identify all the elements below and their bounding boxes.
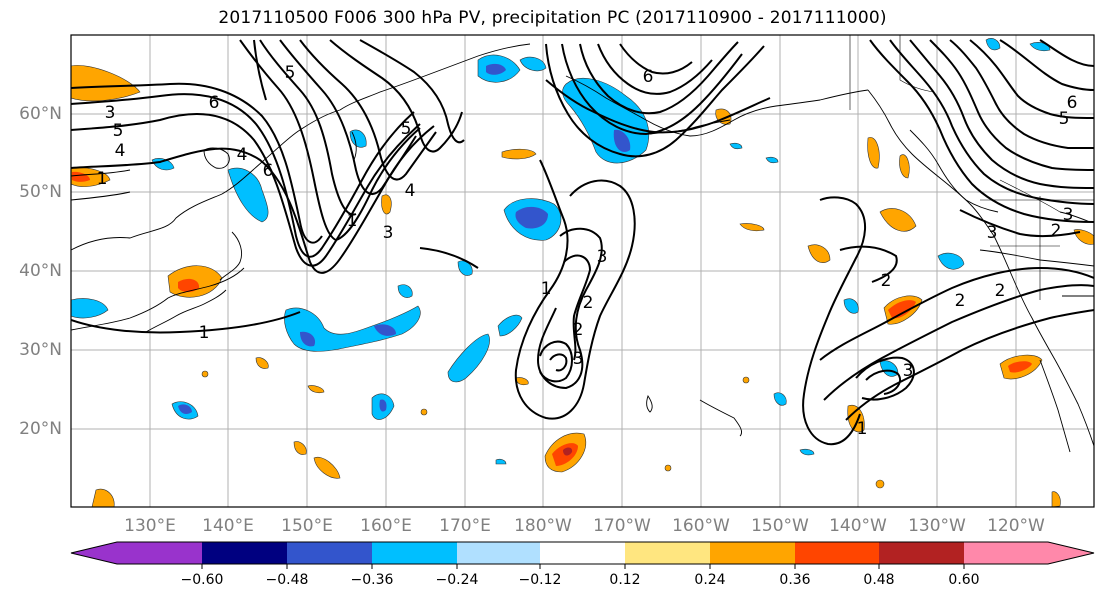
colorbar-segment: [710, 542, 795, 564]
lon-label: 150°E: [281, 516, 333, 536]
lon-label: 180°W: [514, 516, 572, 536]
contour-label: 5: [113, 121, 124, 141]
lon-label: 160°E: [360, 516, 412, 536]
contour-label: 2: [583, 293, 594, 313]
contour-label: 2: [573, 320, 584, 340]
colorbar-tick-label: 0.24: [694, 572, 726, 588]
contour-label: 4: [237, 145, 248, 165]
contour-label: 6: [263, 161, 274, 181]
contour-label: 3: [573, 349, 584, 369]
contour-label: 4: [115, 141, 126, 161]
contour-label: 5: [1059, 109, 1070, 129]
contour-label: 6: [209, 93, 220, 113]
colorbar-segment: [964, 542, 1048, 564]
colorbar-segment: [372, 542, 457, 564]
lon-label: 120°W: [987, 516, 1045, 536]
contour-label: 2: [1051, 221, 1062, 241]
lat-label: 50°N: [19, 182, 62, 202]
contour-label: 3: [105, 103, 116, 123]
contour-label: 1: [97, 169, 108, 189]
map-title: 2017110500 F006 300 hPa PV, precipitatio…: [218, 8, 887, 28]
contour-label: 2: [995, 281, 1006, 301]
contour-label: 2: [955, 291, 966, 311]
colorbar-tick-label: −0.36: [350, 572, 394, 588]
colorbar-segment: [71, 542, 117, 564]
contour-label: 4: [405, 181, 416, 201]
colorbar-tick-label: −0.12: [518, 572, 562, 588]
colorbar-tick-label: 0.12: [609, 572, 641, 588]
colorbar-segment: [202, 542, 287, 564]
pv-contours: [71, 39, 1094, 446]
pv-thin-contours: [71, 169, 131, 201]
colorbar-segment: [540, 542, 625, 564]
pv-contour-labels: 3 5 4 1 6 6 5 4 3 1 4 5 6 3 2 3 2 1 2 3 …: [97, 63, 1078, 439]
colorbar-segment: [879, 542, 964, 564]
colorbar-segment: [457, 542, 540, 564]
colorbar-ticks: [201, 564, 965, 569]
lon-label: 170°W: [593, 516, 651, 536]
contour-label: 5: [401, 119, 412, 139]
colorbar-tick-label: 0.36: [779, 572, 811, 588]
contour-label: 1: [541, 279, 552, 299]
contour-label: 5: [285, 63, 296, 83]
colorbar-segment: [117, 542, 202, 564]
contour-label: 1: [199, 323, 210, 343]
colorbar-outline: [70, 541, 1095, 565]
lon-label: 130°E: [124, 516, 176, 536]
map-panel: 3 5 4 1 6 6 5 4 3 1 4 5 6 3 2 3 2 1 2 3 …: [70, 34, 1095, 508]
colorbar-segment: [795, 542, 879, 564]
contour-label: 3: [987, 223, 998, 243]
contour-label: 1: [347, 211, 358, 231]
lon-label: 150°W: [751, 516, 809, 536]
precipitation-shading: [71, 38, 1094, 507]
colorbar-segment: [1048, 542, 1094, 564]
lat-label: 40°N: [19, 261, 62, 281]
contour-label: 3: [597, 247, 608, 267]
lon-label: 140°E: [202, 516, 254, 536]
lon-label: 140°W: [829, 516, 887, 536]
colorbar-tick-label: −0.24: [435, 572, 479, 588]
contour-label: 3: [903, 361, 914, 381]
lat-label: 30°N: [19, 340, 62, 360]
contour-label: 2: [881, 271, 892, 291]
colorbar-segment: [287, 542, 372, 564]
contour-label: 3: [1063, 205, 1074, 225]
colorbar-tick-label: −0.48: [265, 572, 309, 588]
lon-label: 170°E: [439, 516, 491, 536]
contour-label: 3: [383, 223, 394, 243]
contour-label: 1: [857, 419, 868, 439]
lat-label: 20°N: [19, 419, 62, 439]
colorbar-tick-label: 0.60: [948, 572, 980, 588]
lat-label: 60°N: [19, 104, 62, 124]
lon-label: 160°W: [672, 516, 730, 536]
contour-label: 6: [1067, 93, 1078, 113]
colorbar-tick-label: 0.48: [863, 572, 895, 588]
lon-label: 130°W: [908, 516, 966, 536]
contour-label: 6: [643, 67, 654, 87]
colorbar-tick-label: −0.60: [180, 572, 224, 588]
colorbar-segment: [625, 542, 710, 564]
